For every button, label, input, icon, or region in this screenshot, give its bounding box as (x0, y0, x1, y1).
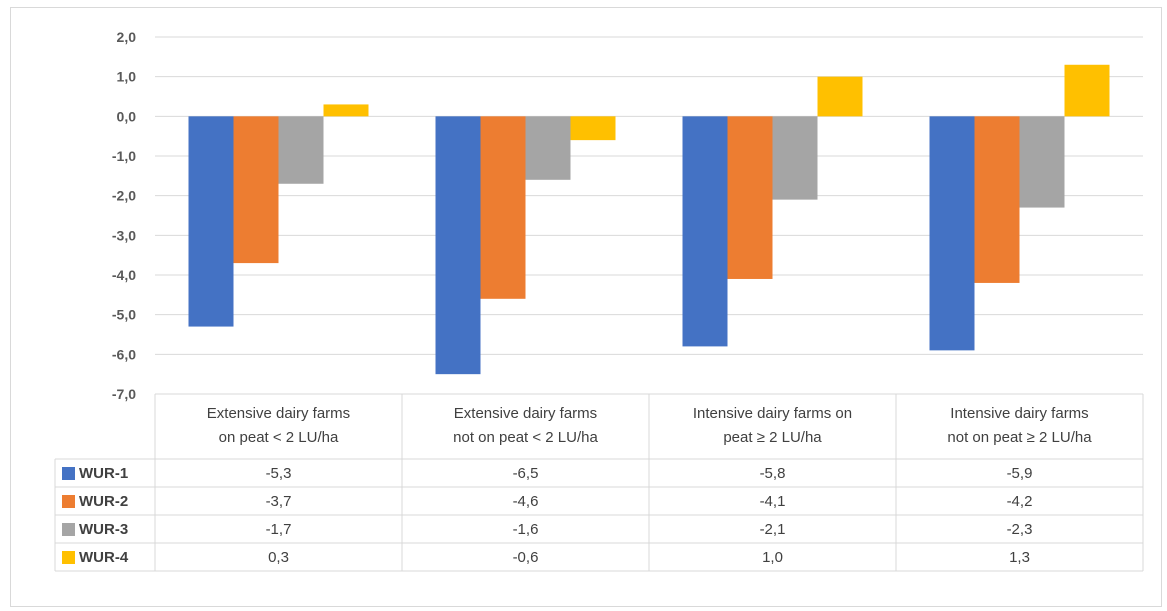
y-tick-label: -5,0 (112, 307, 136, 323)
legend-swatch-wur-2 (62, 495, 75, 508)
legend-swatch-wur-4 (62, 551, 75, 564)
y-tick-label: 2,0 (117, 29, 137, 45)
legend-label: WUR-1 (79, 465, 128, 482)
bar-wur-1-1 (435, 116, 481, 375)
data-table-cell: -0,6 (513, 549, 539, 566)
bar-wur-2-1 (480, 116, 526, 299)
bar-wur-4-2 (817, 76, 863, 117)
category-label: Extensive dairy farms (207, 405, 350, 422)
data-table-cell: -2,1 (760, 521, 786, 538)
data-table-cell: 0,3 (268, 549, 289, 566)
y-tick-label: 1,0 (117, 69, 137, 85)
data-table-cell: -5,9 (1007, 465, 1033, 482)
category-label: Intensive dairy farms (950, 405, 1088, 422)
y-tick-label: -3,0 (112, 227, 136, 243)
bar-wur-1-0 (188, 116, 234, 327)
category-label: not on peat ≥ 2 LU/ha (947, 429, 1092, 446)
legend-swatch-wur-1 (62, 467, 75, 480)
bar-wur-2-0 (233, 116, 279, 264)
data-table-cell: -2,3 (1007, 521, 1033, 538)
y-tick-label: -7,0 (112, 386, 136, 402)
data-table-cell: -5,3 (266, 465, 292, 482)
bar-wur-4-3 (1064, 64, 1110, 117)
y-tick-label: 0,0 (117, 108, 137, 124)
legend-label: WUR-2 (79, 493, 128, 510)
y-tick-label: -1,0 (112, 148, 136, 164)
data-table-cell: -4,6 (513, 493, 539, 510)
legend-label: WUR-3 (79, 521, 128, 538)
y-tick-label: -6,0 (112, 346, 136, 362)
bar-wur-2-2 (727, 116, 773, 279)
data-table-cell: -3,7 (266, 493, 292, 510)
category-label: peat ≥ 2 LU/ha (723, 429, 822, 446)
bar-wur-4-0 (323, 104, 369, 117)
y-tick-label: -2,0 (112, 188, 136, 204)
data-table-cell: -6,5 (513, 465, 539, 482)
legend-swatch-wur-3 (62, 523, 75, 536)
data-table-cell: -4,2 (1007, 493, 1033, 510)
bar-wur-3-1 (525, 116, 571, 180)
bar-wur-4-1 (570, 116, 616, 141)
category-label: Intensive dairy farms on (693, 405, 852, 422)
data-table-cell: -1,7 (266, 521, 292, 538)
bar-wur-2-3 (974, 116, 1020, 283)
category-label: not on peat < 2 LU/ha (453, 429, 598, 446)
y-tick-label: -4,0 (112, 267, 136, 283)
bar-wur-1-3 (929, 116, 975, 351)
data-table-cell: 1,3 (1009, 549, 1030, 566)
bar-wur-1-2 (682, 116, 728, 347)
category-label: on peat < 2 LU/ha (219, 429, 339, 446)
data-table-cell: -4,1 (760, 493, 786, 510)
data-table-cell: 1,0 (762, 549, 783, 566)
bar-wur-3-3 (1019, 116, 1065, 208)
legend-label: WUR-4 (79, 549, 129, 566)
bar-wur-3-0 (278, 116, 324, 184)
data-table-cell: -5,8 (760, 465, 786, 482)
data-table-cell: -1,6 (513, 521, 539, 538)
bar-wur-3-2 (772, 116, 818, 200)
category-label: Extensive dairy farms (454, 405, 597, 422)
